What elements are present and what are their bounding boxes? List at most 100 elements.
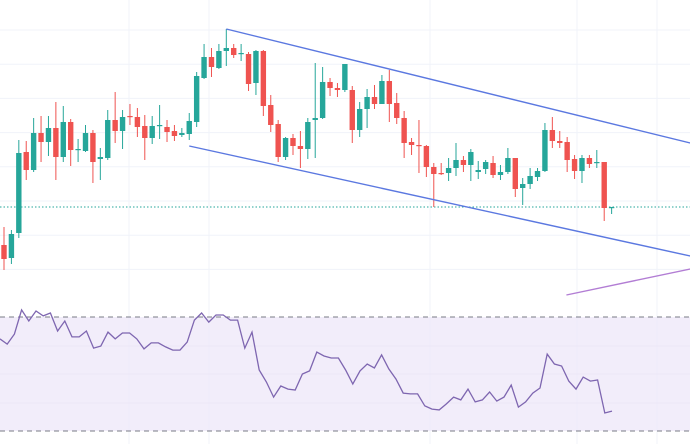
candle-body <box>156 125 163 127</box>
candle-body <box>549 130 556 141</box>
candle-body <box>260 51 267 106</box>
candle <box>253 50 259 95</box>
candle-body <box>290 138 296 146</box>
candle <box>245 52 252 91</box>
candle <box>156 105 163 139</box>
candle <box>297 131 304 168</box>
candle-body <box>527 176 533 184</box>
candle <box>482 160 489 174</box>
candle <box>231 44 237 58</box>
candle <box>505 148 511 174</box>
candle-body <box>253 51 259 83</box>
candle-body <box>564 142 570 160</box>
candle-body <box>112 120 118 131</box>
candle-body <box>453 160 459 168</box>
candle <box>416 120 422 173</box>
candle-body <box>201 57 207 78</box>
candle-body <box>608 207 615 209</box>
candle-body <box>179 133 185 135</box>
candle-body <box>601 162 607 208</box>
candle-body <box>208 57 215 67</box>
candle-body <box>119 117 126 131</box>
candle-body <box>505 158 511 172</box>
candle-body <box>134 117 141 127</box>
candle-body <box>149 126 155 138</box>
candle-body <box>245 54 252 84</box>
candle-body <box>445 168 452 173</box>
candle-body <box>571 159 578 171</box>
candle-body <box>557 141 563 143</box>
candle <box>327 78 333 96</box>
channel-lower-line[interactable] <box>189 145 690 257</box>
candle-body <box>193 76 200 122</box>
candle <box>112 92 118 143</box>
candle-body <box>75 149 81 151</box>
candle <box>260 50 267 116</box>
candle-body <box>408 142 415 145</box>
candle-body <box>594 162 600 164</box>
candle <box>142 115 148 160</box>
candle <box>423 145 430 177</box>
drawings[interactable] <box>189 28 690 296</box>
candle <box>268 95 274 132</box>
candle <box>379 75 385 104</box>
candle <box>149 116 155 144</box>
candle-body <box>319 82 326 118</box>
candle <box>549 117 556 148</box>
candle <box>453 143 459 176</box>
candle <box>60 106 66 162</box>
candle-body <box>431 167 437 174</box>
candle <box>75 139 81 162</box>
candle-body <box>305 122 311 149</box>
candle <box>223 29 229 66</box>
candle-body <box>423 146 430 167</box>
candle <box>490 156 496 178</box>
candle <box>171 125 178 141</box>
candle <box>527 168 533 189</box>
rsi-pane <box>0 308 690 432</box>
candle <box>579 155 585 183</box>
candle-body <box>312 118 318 120</box>
candle <box>53 102 59 180</box>
candle <box>105 110 111 160</box>
candle <box>16 140 22 238</box>
candle <box>238 44 244 61</box>
candle <box>364 89 370 128</box>
candle <box>386 70 393 122</box>
candle-body <box>520 184 526 188</box>
candle <box>290 134 296 155</box>
candle-body <box>82 133 89 151</box>
candle <box>8 230 15 264</box>
candle-body <box>30 133 37 170</box>
candle <box>216 44 222 69</box>
candle <box>371 85 378 109</box>
candle-body <box>349 90 355 130</box>
candle-body <box>231 48 237 55</box>
candle-body <box>275 124 281 157</box>
candle <box>475 161 481 179</box>
candle <box>127 104 133 125</box>
candle-body <box>534 171 541 177</box>
candle-body <box>268 105 274 125</box>
candle <box>275 120 281 162</box>
candle <box>564 137 570 172</box>
candle-body <box>497 172 504 175</box>
channel-upper-line[interactable] <box>226 28 690 144</box>
candle <box>193 72 200 127</box>
candle-body <box>401 118 407 143</box>
candle <box>468 149 474 181</box>
candle-body <box>16 153 22 233</box>
candle <box>179 128 185 137</box>
candle-body <box>327 82 333 88</box>
candle <box>356 102 363 137</box>
candle <box>445 158 452 181</box>
candle <box>601 162 607 221</box>
candle-body <box>105 120 111 158</box>
trend-line[interactable] <box>566 268 690 296</box>
candle <box>534 168 541 181</box>
candle-body <box>334 88 341 90</box>
candle-body <box>67 122 74 150</box>
candle <box>319 67 326 119</box>
candle-body <box>460 160 467 165</box>
